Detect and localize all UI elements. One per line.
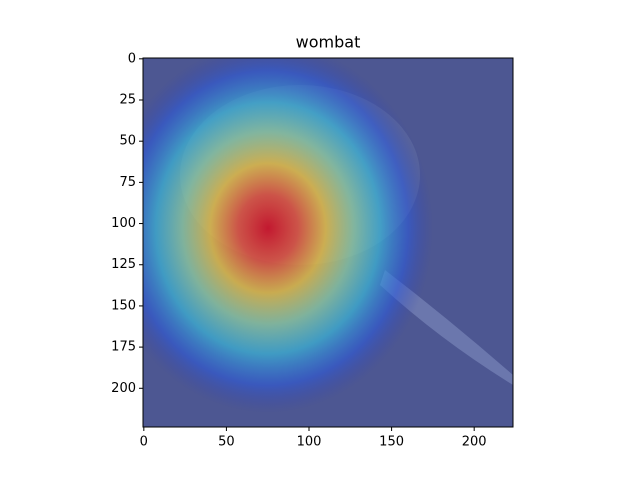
- chart-title: wombat: [296, 33, 361, 52]
- y-tick-label: 75: [119, 175, 136, 190]
- x-tick-label: 150: [379, 435, 404, 450]
- y-tick-label: 25: [119, 93, 136, 108]
- y-tick-label: 0: [128, 51, 136, 66]
- y-tick-label: 150: [111, 298, 136, 313]
- x-tick-label: 200: [462, 435, 487, 450]
- axes-frame: [142, 57, 514, 428]
- image: [143, 58, 513, 427]
- y-tick-label: 100: [111, 216, 136, 231]
- y-tick-label: 200: [111, 381, 136, 396]
- x-tick-label: 100: [297, 435, 322, 450]
- y-tick-label: 175: [111, 340, 136, 355]
- y-tick-label: 125: [111, 257, 136, 272]
- x-tick-label: 0: [140, 435, 148, 450]
- y-tick-label: 50: [119, 134, 136, 149]
- x-tick-label: 50: [218, 435, 235, 450]
